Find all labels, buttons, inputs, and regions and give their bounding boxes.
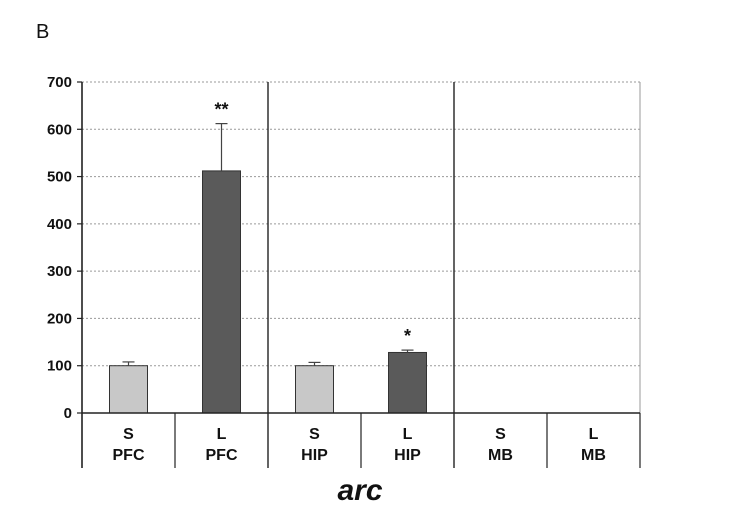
bar <box>388 351 427 414</box>
category-label-line1: L <box>403 426 413 443</box>
category-label-line1: S <box>495 426 506 443</box>
bars <box>109 170 427 414</box>
bar <box>295 365 334 414</box>
error-bars <box>122 123 414 366</box>
y-tick-label: 300 <box>47 263 72 280</box>
y-tick-label: 700 <box>47 74 72 91</box>
gridlines <box>82 81 641 413</box>
significance-marker: * <box>404 326 411 346</box>
y-axis-ticks: 0 100 200 300 400 500 600 700 <box>47 74 82 422</box>
significance-markers: *** <box>214 100 411 346</box>
axes <box>81 82 641 468</box>
group-dividers <box>267 82 455 468</box>
category-label-line1: S <box>123 426 134 443</box>
y-tick-label: 200 <box>47 310 72 327</box>
category-label-line2: MB <box>488 447 513 464</box>
category-label-line1: L <box>589 426 599 443</box>
category-label-line2: HIP <box>301 447 328 464</box>
x-axis-category-labels: S PFC L PFC S HIP L HIP S MB L MB <box>113 426 606 464</box>
category-label-line2: HIP <box>394 447 421 464</box>
significance-marker: ** <box>214 100 228 120</box>
bar <box>109 365 148 414</box>
panel-label: B <box>36 21 49 43</box>
y-tick-label: 500 <box>47 169 72 186</box>
bar <box>202 170 241 414</box>
x-axis-label: arc <box>337 474 382 507</box>
y-tick-label: 600 <box>47 121 72 138</box>
category-label-line1: S <box>309 426 320 443</box>
category-label-line1: L <box>217 426 227 443</box>
y-tick-label: 0 <box>64 405 72 422</box>
category-label-line2: PFC <box>206 447 238 464</box>
category-label-line2: MB <box>581 447 606 464</box>
category-label-line2: PFC <box>113 447 145 464</box>
y-tick-label: 400 <box>47 216 72 233</box>
y-tick-label: 100 <box>47 358 72 375</box>
